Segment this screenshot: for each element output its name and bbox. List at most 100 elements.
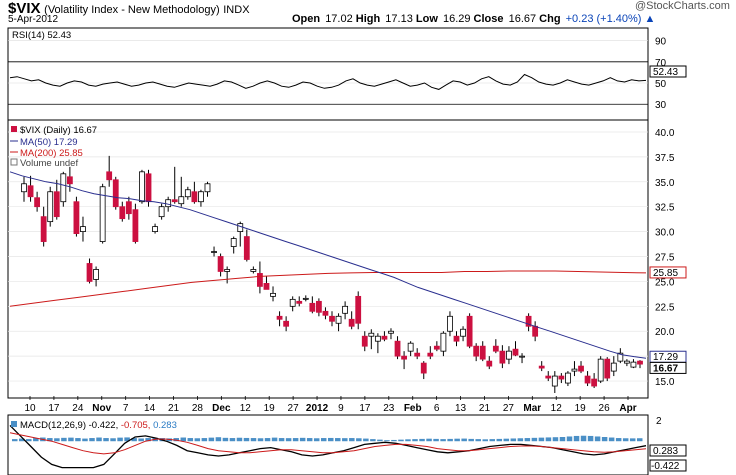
rsi-y-tick: 50 <box>655 79 667 90</box>
candle-body <box>217 256 224 272</box>
candle-body <box>224 269 231 272</box>
macd-hist-bar <box>496 438 503 442</box>
macd-hist-bar <box>440 439 446 442</box>
close-value: 16.67 <box>508 13 537 25</box>
x-tick-label: 17 <box>48 403 60 414</box>
candle-body <box>571 368 578 372</box>
candle-body <box>342 305 349 314</box>
candle-body <box>623 360 630 364</box>
candle-body <box>165 199 172 208</box>
macd-legend-label: MACD(12,26,9) <box>20 420 86 431</box>
candle-body <box>315 300 322 313</box>
low-label: Low <box>415 13 438 25</box>
rsi-y-tick: 70 <box>655 58 667 69</box>
macd-hist-bar <box>124 437 130 442</box>
open-label: Open <box>292 13 321 25</box>
macd-hist-bar <box>629 438 636 442</box>
macd-hist-bar <box>559 437 566 442</box>
macd-hist-bar <box>489 439 496 442</box>
macd-hist-bar <box>145 438 151 442</box>
price-y-tick: 15.0 <box>655 377 675 388</box>
macd-hist-bar <box>412 439 418 442</box>
rsi-y-tick: 30 <box>655 100 667 111</box>
macd-hist-bar <box>131 438 137 442</box>
macd-hist-bar <box>117 437 123 442</box>
candle-body <box>610 362 617 372</box>
price-last-value: 16.67 <box>653 363 678 374</box>
candle-body <box>276 315 283 320</box>
candle-body <box>473 345 480 357</box>
chart-date: 5-Apr-2012 <box>8 14 59 25</box>
price-y-tick: 27.5 <box>655 253 675 264</box>
macd-hist-bar <box>622 438 629 442</box>
price-y-tick: 32.5 <box>655 203 675 214</box>
x-tick-label: 19 <box>575 403 587 414</box>
macd-hist-bar <box>433 438 439 442</box>
candle-body <box>198 191 204 203</box>
macd-hist-bar <box>594 436 601 442</box>
candle-body <box>355 295 362 324</box>
candle-body <box>47 191 54 223</box>
price-y-tick: 40.0 <box>655 128 675 139</box>
x-tick-label: Feb <box>404 403 422 414</box>
candle-body <box>73 201 80 234</box>
macd-hist-bar <box>313 438 320 442</box>
macd-hist-bar <box>419 438 425 442</box>
exchange: INDX <box>223 4 250 16</box>
low-value: 16.29 <box>442 13 471 25</box>
x-tick-label: 2012 <box>306 403 329 414</box>
macd-hist-bar <box>173 438 180 442</box>
macd-hist-bar <box>342 438 348 442</box>
candle-body <box>558 375 565 380</box>
candle-body <box>309 302 316 312</box>
candle-body <box>243 236 250 260</box>
macd-legend: MACD(12,26,9) -0.422, -0.705, 0.283 <box>11 420 177 431</box>
x-tick-label: 23 <box>383 403 395 414</box>
candle-body <box>374 335 381 342</box>
price-last-tag <box>649 266 687 279</box>
candle-body <box>388 330 394 334</box>
candle-body <box>40 216 47 242</box>
macd-hist-bar <box>89 438 95 442</box>
macd-hist-bar <box>608 437 615 442</box>
candle-body <box>591 378 598 387</box>
candle-body <box>532 325 539 337</box>
macd-hist-bar <box>349 438 355 442</box>
candle-body <box>204 183 211 193</box>
macd-hist-bar <box>475 439 481 442</box>
rsi-panel: RSI(14) 52.43 90 70 50 30 52.43 <box>7 27 687 121</box>
candle-body <box>99 186 106 242</box>
candle-body <box>420 362 427 374</box>
macd-hist-bar <box>103 438 109 442</box>
macd-hist-bar <box>335 438 341 442</box>
macd-hist-bar <box>110 438 116 442</box>
macd-hist-bar <box>306 438 313 442</box>
macd-hist-bar <box>12 439 18 442</box>
candle-body <box>401 355 407 360</box>
candle-body <box>381 335 388 340</box>
macd-hist-bar <box>377 439 383 442</box>
candle-body <box>348 318 355 327</box>
x-tick-label: Dec <box>212 403 231 414</box>
macd-hist-bar <box>391 439 397 442</box>
candle-body <box>296 300 303 304</box>
candle-body <box>479 345 486 360</box>
candle-body <box>302 297 309 300</box>
macd-hist-bar <box>615 438 622 442</box>
symbol: $VIX <box>8 0 41 17</box>
macd-hist-bar <box>398 439 404 442</box>
x-tick-label: 24 <box>72 403 84 414</box>
macd-hist-bar <box>19 438 25 442</box>
macd-y-tick: 2 <box>656 416 662 427</box>
rsi-line <box>9 73 647 90</box>
candle-body <box>263 283 270 290</box>
macd-hist-bar <box>82 438 88 442</box>
high-value: 17.13 <box>385 13 413 25</box>
price-y-tick: 25.0 <box>655 277 675 288</box>
candle-body <box>617 352 624 362</box>
price-y-tick: 37.5 <box>655 153 675 164</box>
candle-body <box>407 342 414 352</box>
candle-body <box>578 365 584 372</box>
ma50-line <box>9 171 647 359</box>
